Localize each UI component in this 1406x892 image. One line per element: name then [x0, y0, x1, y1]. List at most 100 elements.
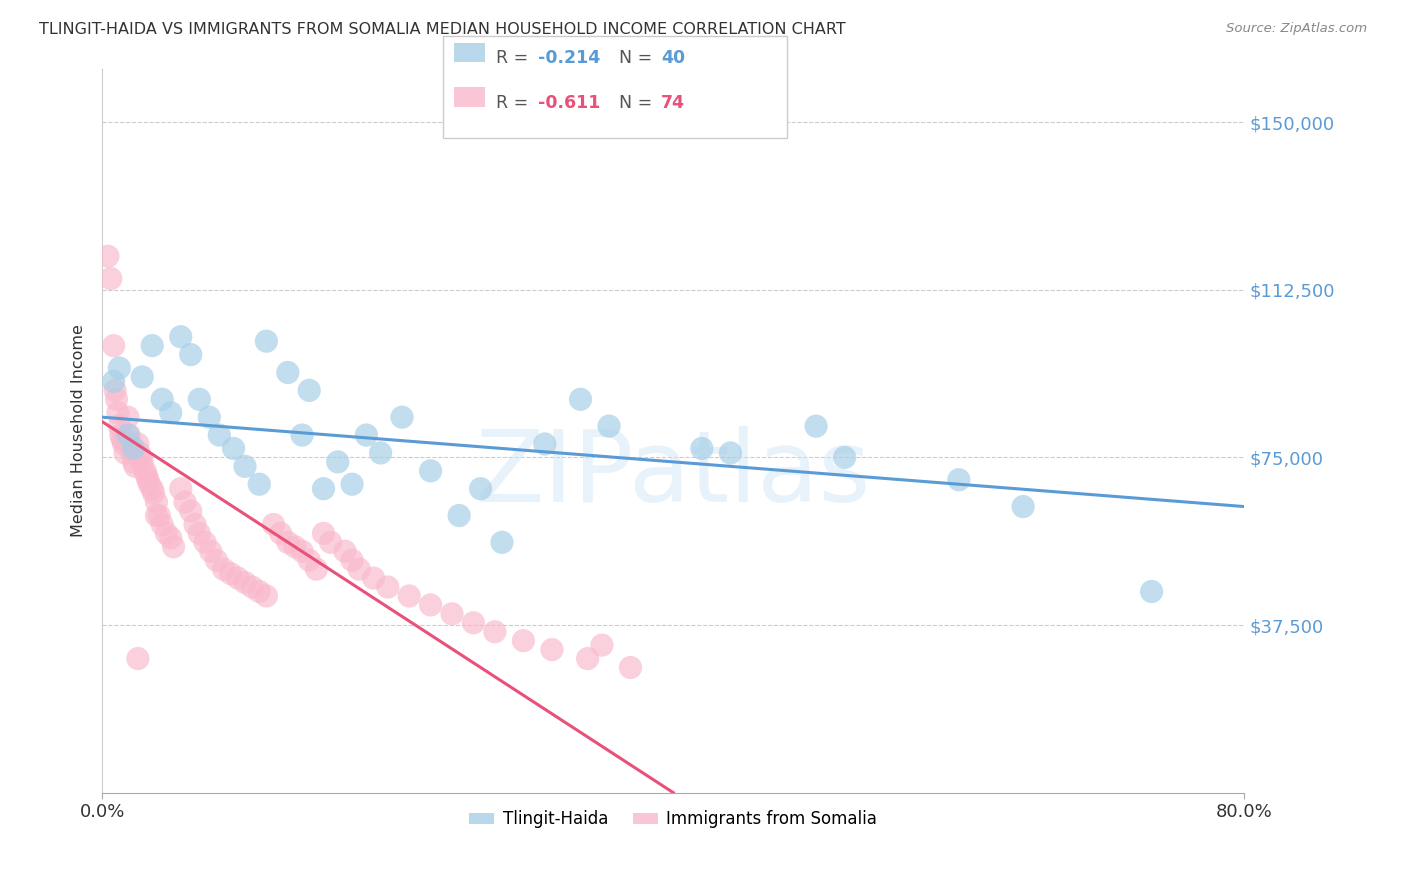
- Point: [690, 442, 713, 456]
- Point: [449, 508, 471, 523]
- Point: [277, 366, 299, 380]
- Y-axis label: Median Household Income: Median Household Income: [72, 324, 86, 537]
- Point: [718, 446, 741, 460]
- Point: [188, 526, 211, 541]
- Point: [170, 329, 193, 343]
- Point: [150, 517, 173, 532]
- Point: [319, 535, 342, 549]
- Point: [122, 455, 145, 469]
- Point: [254, 589, 277, 603]
- Point: [198, 410, 221, 425]
- Point: [118, 428, 141, 442]
- Point: [120, 437, 142, 451]
- Point: [103, 339, 125, 353]
- Point: [128, 446, 150, 460]
- Point: [948, 473, 970, 487]
- Point: [340, 553, 363, 567]
- Point: [184, 517, 207, 532]
- Text: -0.214: -0.214: [538, 49, 600, 67]
- Point: [180, 348, 202, 362]
- Point: [141, 482, 163, 496]
- Point: [298, 553, 321, 567]
- Point: [108, 361, 131, 376]
- Point: [145, 508, 167, 523]
- Point: [208, 428, 231, 442]
- Point: [212, 562, 235, 576]
- Point: [150, 392, 173, 407]
- Point: [333, 544, 356, 558]
- Point: [124, 459, 146, 474]
- Point: [569, 392, 592, 407]
- Point: [159, 406, 181, 420]
- Point: [247, 477, 270, 491]
- Point: [291, 544, 314, 558]
- Point: [114, 446, 136, 460]
- Text: TLINGIT-HAIDA VS IMMIGRANTS FROM SOMALIA MEDIAN HOUSEHOLD INCOME CORRELATION CHA: TLINGIT-HAIDA VS IMMIGRANTS FROM SOMALIA…: [39, 22, 846, 37]
- Point: [419, 464, 441, 478]
- Point: [105, 392, 128, 407]
- Point: [127, 437, 149, 451]
- Point: [110, 428, 132, 442]
- Point: [134, 464, 156, 478]
- Point: [363, 571, 385, 585]
- Point: [270, 526, 292, 541]
- Point: [1140, 584, 1163, 599]
- Point: [491, 535, 513, 549]
- Point: [463, 615, 485, 630]
- Point: [127, 651, 149, 665]
- Point: [263, 517, 285, 532]
- Text: -0.611: -0.611: [538, 94, 600, 112]
- Point: [277, 535, 299, 549]
- Point: [122, 442, 145, 456]
- Point: [112, 437, 135, 451]
- Text: N =: N =: [619, 49, 658, 67]
- Point: [131, 455, 153, 469]
- Point: [284, 540, 307, 554]
- Point: [108, 419, 131, 434]
- Point: [312, 526, 335, 541]
- Point: [131, 370, 153, 384]
- Point: [117, 410, 139, 425]
- Point: [155, 526, 177, 541]
- Point: [834, 450, 856, 465]
- Point: [291, 428, 314, 442]
- Point: [194, 535, 217, 549]
- Point: [107, 406, 129, 420]
- Text: 74: 74: [661, 94, 685, 112]
- Point: [598, 419, 620, 434]
- Point: [326, 455, 349, 469]
- Point: [148, 508, 170, 523]
- Point: [141, 339, 163, 353]
- Point: [1012, 500, 1035, 514]
- Point: [222, 442, 245, 456]
- Point: [200, 544, 222, 558]
- Point: [142, 486, 165, 500]
- Point: [804, 419, 827, 434]
- Point: [541, 642, 564, 657]
- Text: N =: N =: [619, 94, 658, 112]
- Point: [391, 410, 413, 425]
- Point: [512, 633, 534, 648]
- Point: [398, 589, 420, 603]
- Point: [103, 375, 125, 389]
- Point: [254, 334, 277, 348]
- Point: [533, 437, 555, 451]
- Point: [377, 580, 399, 594]
- Point: [240, 580, 263, 594]
- Point: [370, 446, 392, 460]
- Point: [340, 477, 363, 491]
- Text: R =: R =: [496, 94, 534, 112]
- Point: [440, 607, 463, 621]
- Point: [233, 575, 256, 590]
- Point: [484, 624, 506, 639]
- Point: [233, 459, 256, 474]
- Point: [174, 495, 197, 509]
- Point: [180, 504, 202, 518]
- Text: 40: 40: [661, 49, 685, 67]
- Point: [129, 450, 152, 465]
- Text: Source: ZipAtlas.com: Source: ZipAtlas.com: [1226, 22, 1367, 36]
- Point: [117, 428, 139, 442]
- Point: [205, 553, 228, 567]
- Point: [136, 473, 159, 487]
- Point: [470, 482, 492, 496]
